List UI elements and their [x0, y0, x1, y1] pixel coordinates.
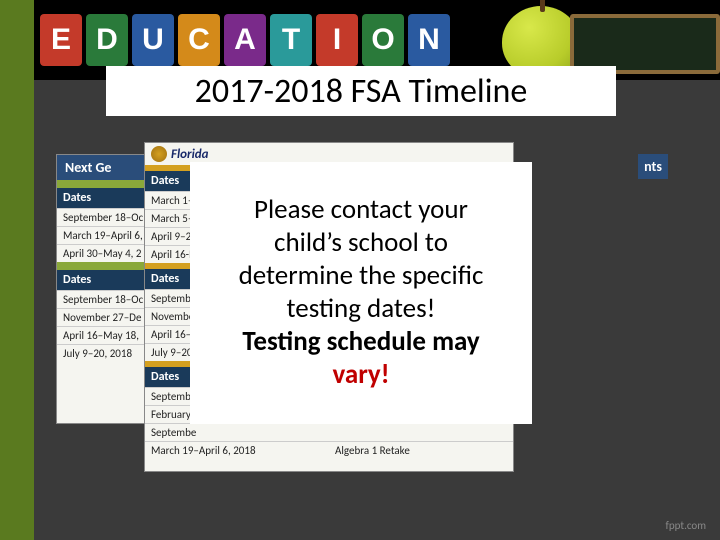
slide-title-box: 2017-2018 FSA Timeline: [106, 66, 616, 116]
edu-letter: A: [224, 14, 266, 66]
left-accent: [0, 0, 34, 540]
brand-watermark: fppt.com: [666, 519, 706, 532]
overlay-message: Please contact your child’s school to de…: [190, 162, 532, 424]
edu-letter: T: [270, 14, 312, 66]
slide-title: 2017-2018 FSA Timeline: [195, 71, 528, 112]
table-right-fragment: nts: [638, 154, 668, 179]
edu-letter: U: [132, 14, 174, 66]
edu-letter: C: [178, 14, 220, 66]
table-row: March 19–April 6, 2018: [145, 441, 329, 459]
edu-letter: O: [362, 14, 404, 66]
edu-letter: I: [316, 14, 358, 66]
edu-letter: D: [86, 14, 128, 66]
table-row: Septembe: [145, 423, 513, 441]
edu-letter: N: [408, 14, 450, 66]
table-row: Algebra 1 Retake: [329, 441, 513, 459]
chalkboard-graphic: [570, 14, 720, 74]
overlay-text: Please contact your child’s school to de…: [239, 194, 484, 392]
education-letters: EDUCATION: [40, 14, 450, 66]
edu-letter: E: [40, 14, 82, 66]
